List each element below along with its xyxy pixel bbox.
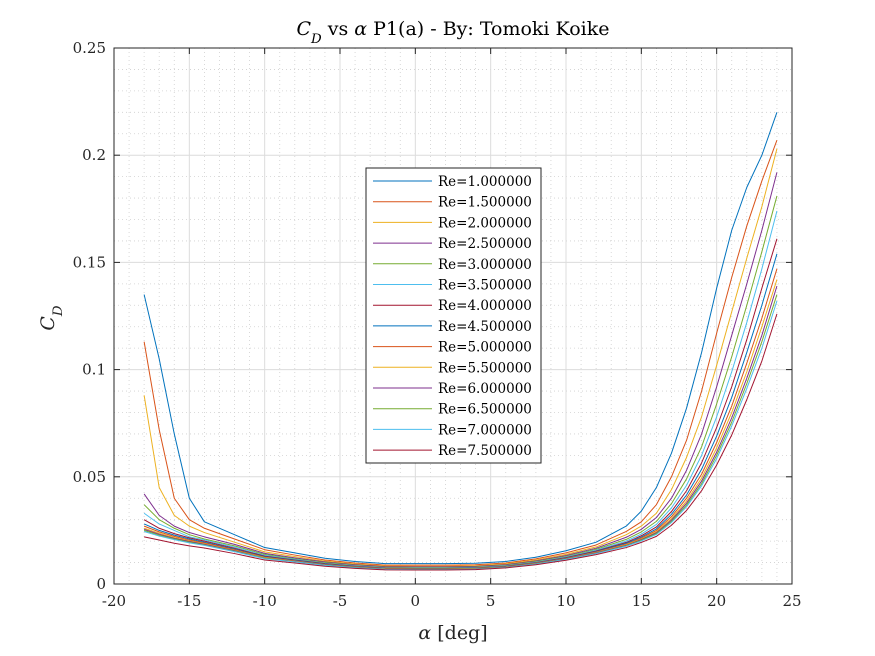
plot-border: [113, 47, 793, 585]
legend-label: Re=6.000000: [438, 381, 532, 397]
series-line: [143, 148, 778, 567]
legend-label: Re=4.000000: [438, 298, 532, 314]
y-tick-label: 0.15: [73, 253, 106, 271]
y-tick-label: 0: [96, 575, 106, 593]
legend-label: Re=2.000000: [438, 215, 532, 231]
y-axis-label: CD: [37, 305, 66, 331]
x-tick-label: -10: [253, 592, 277, 610]
legend-label: Re=4.500000: [438, 319, 532, 335]
series-line: [143, 140, 778, 566]
x-tick-label: -20: [102, 592, 126, 610]
series-line: [143, 172, 778, 568]
legend-label: Re=7.500000: [438, 443, 532, 459]
x-tick-label: 10: [556, 592, 575, 610]
tick-marks: [113, 47, 793, 585]
x-axis-label: α [deg]: [418, 622, 487, 644]
x-tick-label: 15: [632, 592, 651, 610]
legend-label: Re=5.000000: [438, 340, 532, 356]
legend-label: Re=1.000000: [438, 174, 532, 190]
series-layer: [143, 112, 778, 571]
y-tick-label: 0.2: [82, 146, 106, 164]
label-run: D: [51, 305, 66, 317]
legend-items: Re=1.000000 Re=1.500000 Re=2.000000 Re=2.50…: [373, 174, 532, 459]
y-tick-label: 0.1: [82, 361, 106, 379]
x-tick-label: 20: [707, 592, 726, 610]
legend-label: Re=3.000000: [438, 257, 532, 273]
legend-label: Re=6.500000: [438, 402, 532, 418]
legend-label: Re=7.000000: [438, 422, 532, 438]
legend-box: [365, 167, 542, 464]
y-tick-label: 0.25: [73, 39, 106, 57]
x-tick-label: -15: [177, 592, 201, 610]
series-line: [143, 112, 778, 565]
chart-title: CD vs α P1(a) - By: Tomoki Koike: [296, 18, 609, 47]
y-tick-labels: 0 0.05 0.1 0.15 0.2 0.25: [73, 39, 106, 593]
label-run: α: [418, 622, 431, 644]
x-tick-labels: -20 -15 -10 -5 0 5 10 15 20 25: [102, 592, 802, 610]
legend-label: Re=2.500000: [438, 236, 532, 252]
label-run: vs: [322, 18, 355, 40]
x-tick-label: 5: [486, 592, 496, 610]
label-run: [deg]: [431, 622, 487, 644]
label-run: C: [37, 316, 59, 331]
legend-label: Re=5.500000: [438, 360, 532, 376]
legend: Re=1.000000 Re=1.500000 Re=2.000000 Re=2.50…: [365, 167, 542, 464]
y-tick-label: 0.05: [73, 468, 106, 486]
label-run: D: [310, 32, 322, 47]
label-run: α: [354, 18, 367, 40]
label-run: P1(a) - By: Tomoki Koike: [367, 18, 609, 40]
x-tick-label: 25: [782, 592, 801, 610]
x-tick-label: -5: [333, 592, 348, 610]
series-line: [144, 313, 778, 571]
x-tick-label: 0: [411, 592, 421, 610]
label-run: C: [296, 18, 311, 40]
legend-label: Re=1.500000: [438, 195, 532, 211]
legend-label: Re=3.500000: [438, 278, 532, 294]
